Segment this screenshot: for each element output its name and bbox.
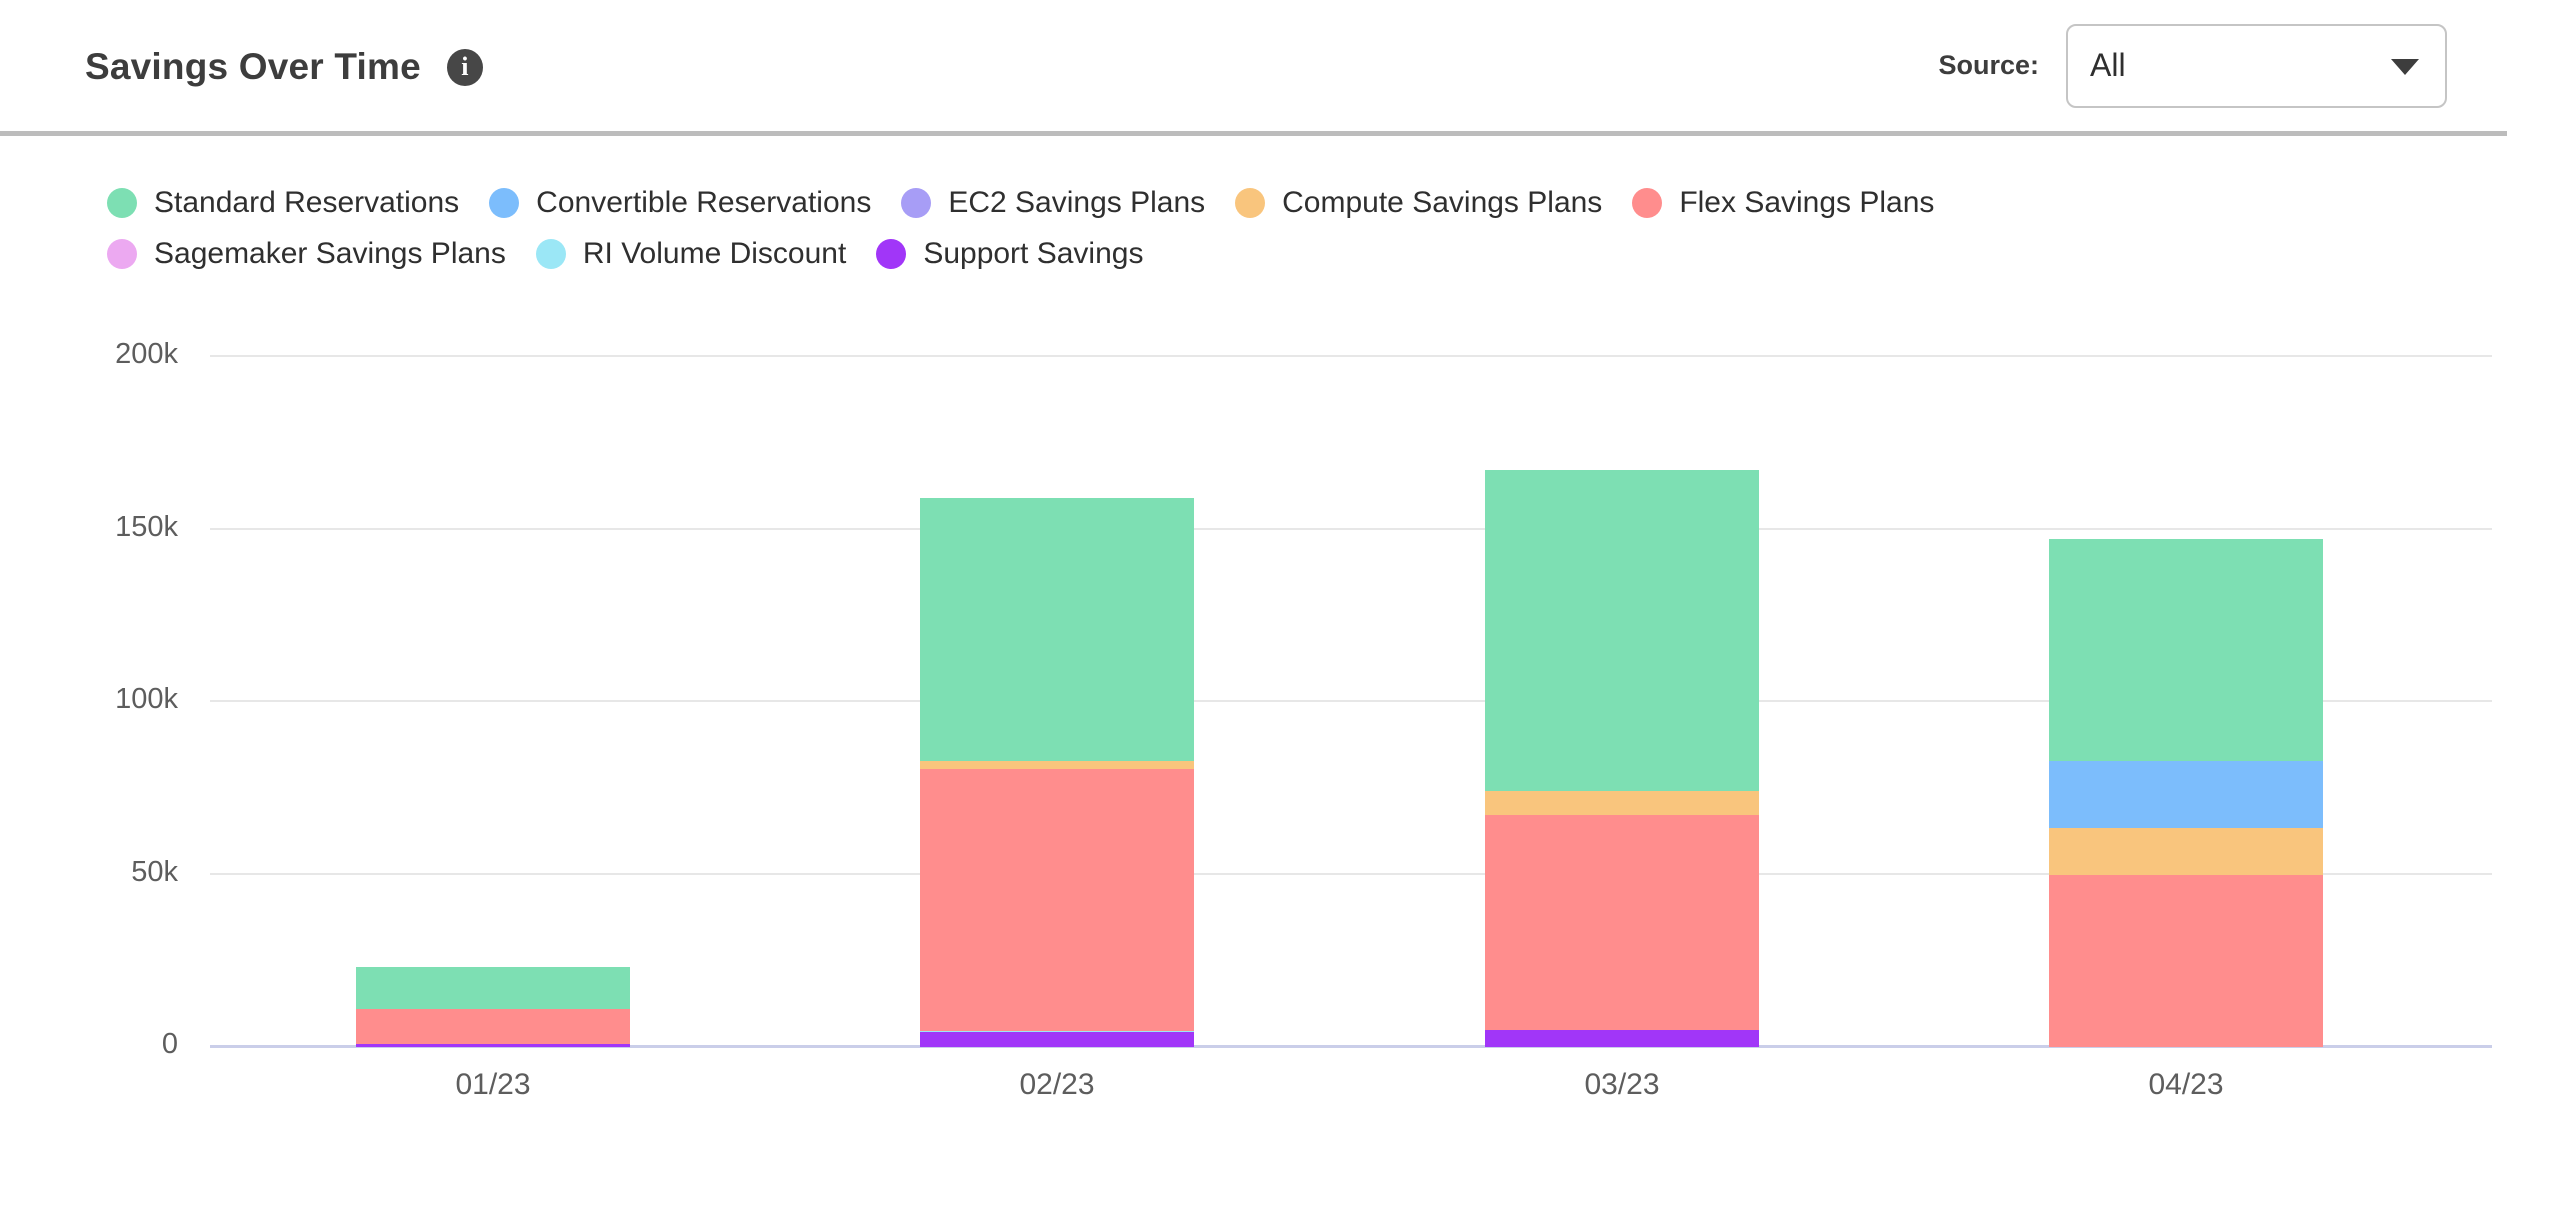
legend-label: Convertible Reservations [536,186,872,219]
page-title: Savings Over Time [85,46,421,87]
plot-area: 200k 150k 100k 50k 0 01/23 02/23 03/23 04/23 [0,338,2562,1116]
bar-02/23 [920,497,1194,1047]
x-axis-label: 02/23 [1019,1068,1095,1101]
legend-item[interactable]: EC2 Savings Plans [901,186,1205,220]
gridline [210,872,2492,875]
legend-dot-icon [535,239,566,269]
legend-item[interactable]: Convertible Reservations [489,186,871,220]
legend-dot-icon [901,188,932,218]
legend-label: Standard Reservations [154,186,460,219]
legend-dot-icon [876,239,907,269]
gridline [210,527,2492,530]
legend-label: EC2 Savings Plans [948,186,1206,219]
widget-header: Savings Over Time i Source: All [0,0,2507,136]
bar-segment[interactable] [920,761,1194,770]
legend-item[interactable]: Flex Savings Plans [1632,186,1934,220]
legend-dot-icon [1632,188,1663,218]
legend-dot-icon [489,188,520,218]
bar-segment[interactable] [356,1009,630,1044]
x-axis-label: 03/23 [1584,1068,1660,1101]
bar-01/23 [356,966,630,1047]
source-control: Source: All [1938,0,2447,131]
bar-segment[interactable] [2049,827,2323,875]
bar-segment[interactable] [2049,874,2323,1047]
legend-row: Sagemaker Savings Plans RI Volume Discoun… [107,237,1934,271]
gridline [210,355,2492,357]
legend-item[interactable]: Standard Reservations [107,186,459,220]
bar-segment[interactable] [2049,761,2323,828]
bar-segment[interactable] [1485,1030,1759,1047]
y-axis-label: 150k [115,510,178,543]
info-icon[interactable]: i [446,48,483,86]
x-axis-label: 04/23 [2148,1068,2224,1101]
legend-label: Compute Savings Plans [1282,186,1603,219]
legend-label: Sagemaker Savings Plans [154,237,506,270]
legend-label: RI Volume Discount [582,237,847,270]
legend-item[interactable]: Compute Savings Plans [1235,186,1602,220]
legend-label: Flex Savings Plans [1679,186,1935,219]
bar-segment[interactable] [356,1043,630,1047]
legend-dot-icon [107,239,137,269]
y-axis-label: 50k [131,855,178,888]
bar-segment[interactable] [1485,469,1759,792]
bar-03/23 [1485,469,1759,1047]
y-axis-label: 100k [115,683,178,716]
y-axis-label: 0 [161,1028,178,1061]
source-select[interactable]: All [2066,23,2447,108]
bar-segment[interactable] [920,769,1194,1031]
bar-segment[interactable] [920,1030,1194,1033]
x-axis-line [210,1045,2492,1048]
chart-legend: Standard Reservations Convertible Reserva… [107,186,1934,271]
bar-segment[interactable] [920,1032,1194,1047]
legend-label: Support Savings [923,237,1144,270]
legend-item[interactable]: Sagemaker Savings Plans [107,237,506,271]
bar-segment[interactable] [1485,791,1759,816]
bar-segment[interactable] [2049,538,2323,762]
x-axis-label: 01/23 [455,1068,531,1101]
source-selected-value: All [2090,47,2126,83]
source-label: Source: [1938,50,2039,80]
bar-04/23 [2049,538,2323,1047]
y-axis-label: 200k [115,338,178,371]
title-group: Savings Over Time i [85,46,483,88]
legend-dot-icon [1235,188,1266,218]
legend-item[interactable]: Support Savings [876,237,1143,271]
bar-segment[interactable] [1485,815,1759,1031]
gridline [210,700,2492,702]
bar-segment[interactable] [920,497,1194,762]
bar-segment[interactable] [356,966,630,1010]
chevron-down-icon [2391,58,2419,75]
legend-row: Standard Reservations Convertible Reserva… [107,186,1934,220]
legend-item[interactable]: RI Volume Discount [535,237,847,271]
legend-dot-icon [107,188,137,218]
